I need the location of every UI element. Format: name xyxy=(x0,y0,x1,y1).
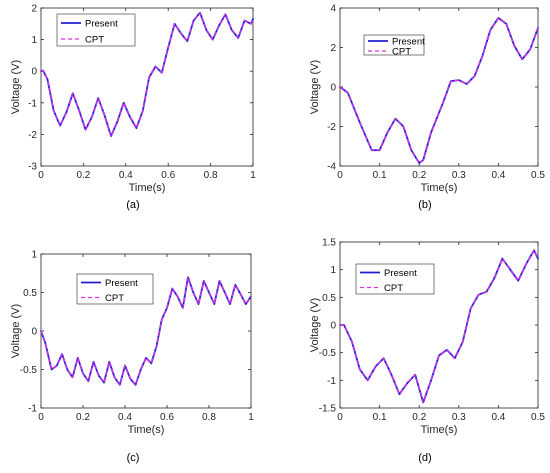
x-tick-label: 0.4 xyxy=(491,412,505,423)
y-tick-label: 0 xyxy=(330,83,336,94)
legend-box xyxy=(355,263,435,295)
x-tick-label: 0 xyxy=(337,170,343,181)
y-tick-label: -2 xyxy=(28,130,37,141)
x-tick-label: 0.1 xyxy=(373,170,387,181)
legend-label-present: Present xyxy=(85,19,118,30)
y-tick-label: 0 xyxy=(31,67,37,78)
x-tick-label: 0.6 xyxy=(160,412,174,423)
y-tick-label: 1 xyxy=(330,265,336,276)
x-tick-label: 0.3 xyxy=(452,412,466,423)
legend-label-present: Present xyxy=(105,278,138,289)
x-tick-label: 0.4 xyxy=(491,170,505,181)
y-tick-label: 0 xyxy=(330,321,336,332)
x-tick-label: 0.1 xyxy=(373,412,387,423)
y-axis-label: Voltage (V) xyxy=(10,60,22,114)
legend-label-cpt: CPT xyxy=(85,35,104,46)
panel-label: (c) xyxy=(127,452,140,464)
plot-frame xyxy=(339,7,539,167)
legend-label-cpt: CPT xyxy=(384,283,403,294)
x-tick-label: 0 xyxy=(337,412,343,423)
y-tick-label: 1 xyxy=(31,250,37,261)
x-tick-label: 0.2 xyxy=(412,412,426,423)
y-axis-label: Voltage (V) xyxy=(309,60,321,114)
x-axis-label: Time(s) xyxy=(128,424,165,436)
x-axis-label: Time(s) xyxy=(129,182,166,194)
y-tick-label: 0.5 xyxy=(322,293,336,304)
legend-label-cpt: CPT xyxy=(105,293,124,304)
y-tick-label: 1.5 xyxy=(322,238,336,249)
x-axis-label: Time(s) xyxy=(421,424,458,436)
series-line-cpt xyxy=(339,249,539,404)
x-tick-label: 0.6 xyxy=(161,170,175,181)
x-tick-label: 0 xyxy=(38,412,44,423)
y-tick-label: 0.5 xyxy=(23,288,37,299)
chart-c: 0 0.2 0.4 0.6 0.8 1 -1 -0.5 0 0.5 1 Time(s) Voltage … xyxy=(10,250,254,465)
y-tick-label: 0 xyxy=(31,327,37,338)
x-tick-label: 0.8 xyxy=(204,170,218,181)
y-tick-label: -4 xyxy=(327,162,336,173)
series-line-cpt xyxy=(40,12,254,137)
y-tick-label: 4 xyxy=(330,4,336,15)
x-tick-label: 0.4 xyxy=(119,170,133,181)
x-tick-label: 0.2 xyxy=(76,170,90,181)
legend-box xyxy=(363,34,425,56)
y-tick-label: -1 xyxy=(28,404,37,415)
y-tick-label: -3 xyxy=(28,162,37,173)
chart-b: 0 0.1 0.2 0.3 0.4 0.5 -4 -2 0 2 4 Time(s) Voltage (V… xyxy=(309,4,545,212)
legend-label-cpt: CPT xyxy=(392,47,411,58)
chart-a: 0 0.2 0.4 0.6 0.8 1 -3 -2 -1 0 1 2 Time(s) Voltage (V… xyxy=(10,4,256,212)
chart-d: 0 0.1 0.2 0.3 0.4 0.5 -1.5 -1 -0.5 0 0.5 1 1.5 Time(s… xyxy=(309,238,545,465)
x-axis-label: Time(s) xyxy=(421,182,458,194)
x-tick-label: 1 xyxy=(248,412,254,423)
legend: Present CPT xyxy=(56,13,136,47)
legend-label-present: Present xyxy=(392,37,425,48)
y-tick-label: -1.5 xyxy=(319,404,337,415)
legend-label-present: Present xyxy=(384,268,417,279)
y-tick-label: 2 xyxy=(330,43,336,54)
y-tick-label: -0.5 xyxy=(319,348,337,359)
y-tick-label: -1 xyxy=(327,376,336,387)
x-tick-label: 0.2 xyxy=(412,170,426,181)
y-tick-label: 1 xyxy=(31,35,37,46)
legend-box xyxy=(76,273,154,305)
legend-box xyxy=(56,13,136,47)
panel-label: (b) xyxy=(418,199,431,211)
y-axis-label: Voltage (V) xyxy=(309,298,321,352)
x-tick-label: 0 xyxy=(38,170,44,181)
legend: Present CPT xyxy=(76,273,154,305)
x-tick-label: 0.5 xyxy=(531,170,545,181)
y-tick-label: -1 xyxy=(28,98,37,109)
legend: Present CPT xyxy=(355,263,435,295)
x-tick-label: 0.5 xyxy=(531,412,545,423)
y-tick-label: 2 xyxy=(31,4,37,15)
series-line-cpt xyxy=(339,17,539,164)
x-tick-label: 0.8 xyxy=(202,412,216,423)
y-tick-label: -0.5 xyxy=(20,365,38,376)
series-line-cpt xyxy=(40,276,252,386)
x-tick-label: 0.4 xyxy=(118,412,132,423)
x-tick-label: 1 xyxy=(250,170,256,181)
x-tick-label: 0.2 xyxy=(76,412,90,423)
x-tick-label: 0.3 xyxy=(452,170,466,181)
y-axis-label: Voltage (V) xyxy=(10,304,22,358)
panel-label: (d) xyxy=(418,452,431,464)
panel-label: (a) xyxy=(126,199,139,211)
y-tick-label: -2 xyxy=(327,122,336,133)
